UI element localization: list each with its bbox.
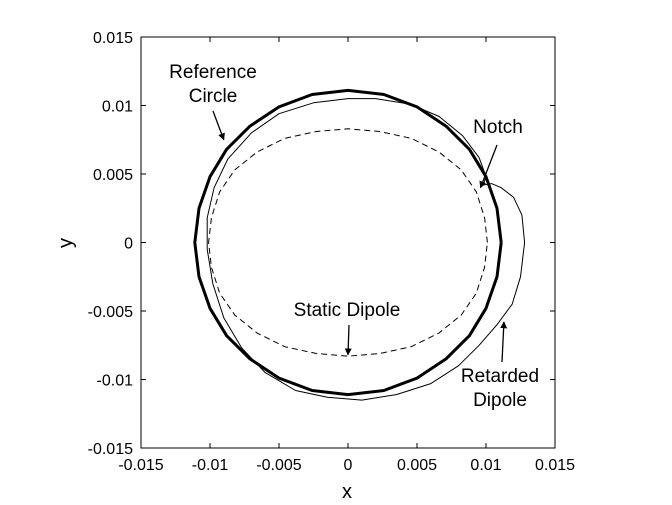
annotations: Reference Circle Notch Static Dipole Retarde… bbox=[169, 62, 539, 411]
x-tick-label: -0.01 bbox=[192, 457, 229, 474]
static-dipole-curve bbox=[208, 128, 488, 357]
annotation-retarded-label: Retarded bbox=[461, 366, 539, 387]
x-tick-label: -0.005 bbox=[256, 457, 301, 474]
y-tick-label: -0.01 bbox=[97, 373, 134, 390]
annotation-retarded-label: Dipole bbox=[473, 390, 527, 411]
annotation-retarded-arrow bbox=[500, 321, 508, 363]
x-tick-label: 0 bbox=[344, 457, 353, 474]
annotation-static-label: Static Dipole bbox=[294, 300, 401, 321]
annotation-static-arrow bbox=[344, 324, 352, 356]
y-tick-label: 0.015 bbox=[93, 30, 133, 47]
annotation-reference-label: Reference bbox=[169, 62, 257, 83]
retarded-dipole-curve bbox=[206, 98, 526, 401]
reference-circle-curve bbox=[193, 88, 503, 397]
y-tick-label: 0 bbox=[124, 236, 133, 253]
annotation-notch-label: Notch bbox=[473, 117, 523, 138]
x-tick-label: 0.005 bbox=[397, 457, 437, 474]
y-tick-label: 0.01 bbox=[102, 99, 133, 116]
y-tick-label: -0.015 bbox=[88, 441, 133, 458]
y-tick-label: 0.005 bbox=[93, 167, 133, 184]
annotation-notch-arrow bbox=[479, 144, 498, 189]
ticks: -0.015 -0.01 -0.005 0 0.005 0.01 0.015 -0.015 -0… bbox=[88, 30, 575, 474]
y-tick-label: -0.005 bbox=[88, 304, 133, 321]
x-tick-label: 0.015 bbox=[535, 457, 575, 474]
y-axis-label: y bbox=[55, 238, 77, 248]
x-axis-label: x bbox=[342, 481, 352, 503]
x-tick-label: 0.01 bbox=[470, 457, 501, 474]
x-tick-label: -0.015 bbox=[118, 457, 163, 474]
annotation-reference-label: Circle bbox=[189, 86, 238, 107]
series-group bbox=[193, 88, 526, 401]
annotation-reference-arrow bbox=[212, 110, 225, 141]
